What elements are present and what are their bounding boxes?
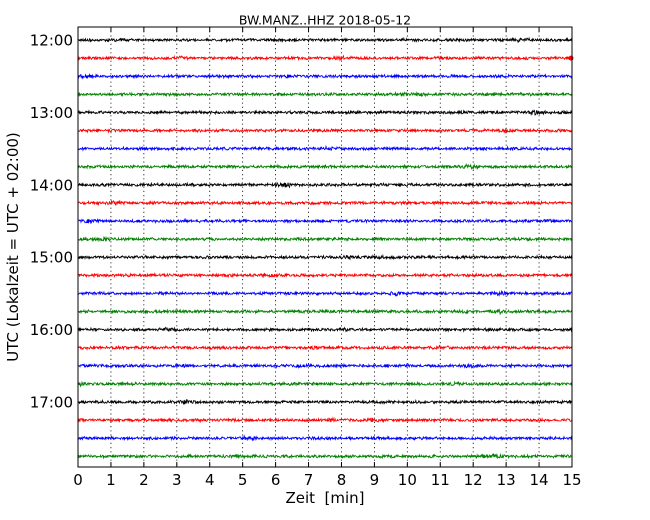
x-tick-label: 0 — [73, 471, 83, 489]
seismic-trace-1215 — [77, 54, 573, 62]
x-tick-label: 11 — [431, 471, 450, 489]
seismic-trace-1515 — [77, 272, 573, 279]
trace-end-marker — [568, 55, 574, 61]
y-tick-label: 13:00 — [30, 104, 73, 122]
seismic-trace-1345 — [77, 162, 573, 171]
seismic-trace-1245 — [77, 91, 573, 98]
seismic-trace-1700 — [77, 398, 573, 406]
y-tick-label: 17:00 — [30, 394, 73, 412]
x-tick-label: 1 — [106, 471, 116, 489]
x-axis-label: Zeit [min] — [285, 489, 364, 507]
x-tick-label: 10 — [398, 471, 417, 489]
x-tick-label: 6 — [271, 471, 281, 489]
seismic-trace-1300 — [77, 109, 573, 116]
axis-ticks — [77, 27, 573, 467]
x-tick-labels: 0 1 2 3 4 5 6 7 8 9 10 11 12 13 14 15 — [73, 471, 581, 489]
plot-area-frame — [77, 26, 573, 468]
x-tick-label: 4 — [205, 471, 215, 489]
seismic-trace-1630 — [77, 362, 573, 369]
y-tick-labels: 12:00 13:00 14:00 15:00 16:00 17:00 — [30, 32, 73, 412]
seismic-trace-1645 — [77, 380, 573, 388]
seismic-trace-1745 — [77, 452, 573, 460]
y-tick-label: 15:00 — [30, 249, 73, 267]
y-axis-label: UTC (Lokalzeit = UTC + 02:00) — [4, 132, 22, 362]
x-tick-label: 2 — [139, 471, 149, 489]
seismic-trace-1200 — [77, 36, 573, 44]
x-tick-label: 12 — [464, 471, 483, 489]
x-tick-label: 7 — [304, 471, 314, 489]
seismic-trace-1730 — [77, 434, 573, 442]
seismic-trace-1500 — [77, 253, 573, 261]
x-tick-label: 3 — [172, 471, 182, 489]
trace-group — [77, 36, 574, 460]
x-tick-label: 8 — [337, 471, 347, 489]
seismic-trace-1615 — [77, 344, 573, 351]
chart-title: BW.MANZ..HHZ 2018-05-12 — [239, 13, 411, 28]
seismic-trace-1415 — [77, 199, 573, 207]
y-tick-label: 12:00 — [30, 32, 73, 50]
x-tick-label: 13 — [497, 471, 516, 489]
x-tick-label: 15 — [562, 471, 581, 489]
seismic-trace-1330 — [77, 144, 573, 152]
seismic-trace-1315 — [77, 127, 573, 135]
seismic-trace-1430 — [77, 217, 573, 225]
seismic-trace-1545 — [77, 308, 573, 316]
x-tick-label: 14 — [530, 471, 549, 489]
x-tick-label: 5 — [238, 471, 248, 489]
seismic-trace-1230 — [77, 72, 573, 80]
y-tick-label: 16:00 — [30, 321, 73, 339]
seismic-trace-1445 — [77, 235, 573, 243]
seismic-trace-1400 — [77, 181, 573, 189]
seismic-trace-1530 — [77, 289, 573, 297]
y-tick-label: 14:00 — [30, 176, 73, 194]
seismic-trace-1600 — [77, 326, 573, 333]
x-tick-label: 9 — [370, 471, 380, 489]
seismic-trace-1715 — [77, 416, 573, 424]
